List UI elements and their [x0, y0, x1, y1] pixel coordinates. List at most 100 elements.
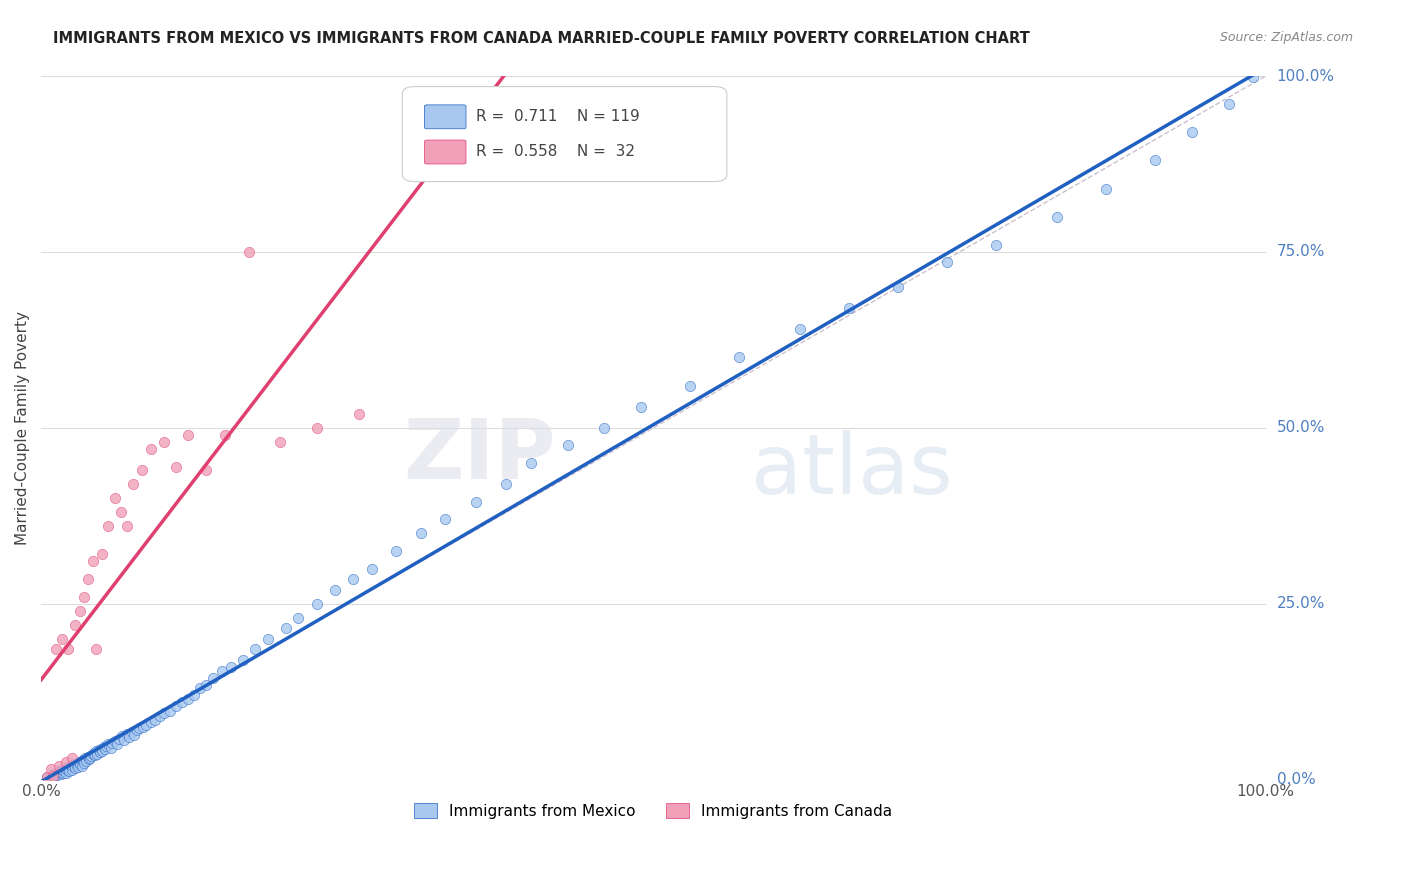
Point	[464, 494, 486, 508]
Point	[65, 758, 87, 772]
Point	[55, 755, 77, 769]
Point	[256, 632, 278, 646]
Point	[37, 771, 59, 785]
Point	[55, 761, 77, 775]
Point	[360, 561, 382, 575]
Point	[42, 767, 65, 781]
Point	[73, 756, 96, 770]
Point	[149, 709, 172, 723]
Point	[232, 653, 254, 667]
Point	[37, 771, 59, 785]
Point	[409, 526, 432, 541]
Point	[45, 768, 67, 782]
Point	[201, 671, 224, 685]
Point	[1241, 70, 1264, 85]
Point	[143, 713, 166, 727]
Point	[385, 544, 408, 558]
Point	[887, 280, 910, 294]
Point	[80, 749, 103, 764]
Point	[83, 746, 105, 760]
Point	[122, 477, 145, 491]
Point	[53, 764, 76, 779]
Point	[159, 704, 181, 718]
Point	[48, 764, 70, 779]
Point	[93, 740, 115, 755]
Point	[188, 681, 211, 695]
Point	[112, 733, 135, 747]
Point	[557, 438, 579, 452]
Point	[89, 745, 111, 759]
Point	[305, 597, 328, 611]
Point	[58, 764, 80, 779]
Point	[76, 750, 98, 764]
Point	[214, 427, 236, 442]
Text: 50.0%: 50.0%	[1277, 420, 1324, 435]
Point	[1181, 125, 1204, 139]
Text: ZIP: ZIP	[404, 416, 555, 497]
Point	[125, 723, 148, 738]
Point	[90, 741, 112, 756]
Point	[66, 760, 89, 774]
Point	[52, 763, 75, 777]
Point	[86, 747, 108, 761]
Point	[195, 463, 218, 477]
Point	[48, 765, 70, 780]
Point	[170, 695, 193, 709]
Point	[76, 572, 98, 586]
Point	[60, 760, 83, 774]
Point	[115, 519, 138, 533]
Point	[183, 688, 205, 702]
Point	[103, 734, 125, 748]
Point	[87, 743, 110, 757]
Point	[287, 611, 309, 625]
Point	[122, 728, 145, 742]
Point	[593, 421, 616, 435]
Point	[51, 632, 73, 646]
Point	[56, 642, 79, 657]
Point	[67, 755, 90, 769]
Point	[141, 442, 163, 456]
Point	[65, 617, 87, 632]
Point	[118, 731, 141, 745]
Point	[349, 407, 371, 421]
Point	[79, 748, 101, 763]
Point	[56, 762, 79, 776]
Point	[72, 753, 94, 767]
Text: R =  0.558    N =  32: R = 0.558 N = 32	[475, 144, 636, 159]
Text: Source: ZipAtlas.com: Source: ZipAtlas.com	[1219, 31, 1353, 45]
Point	[434, 512, 457, 526]
Point	[75, 751, 97, 765]
Point	[111, 729, 134, 743]
Point	[59, 758, 82, 772]
Point	[65, 757, 87, 772]
Text: atlas: atlas	[751, 430, 953, 510]
Point	[45, 642, 67, 657]
Y-axis label: Married-Couple Family Poverty: Married-Couple Family Poverty	[15, 310, 30, 545]
Point	[838, 301, 860, 316]
Point	[108, 731, 131, 746]
Legend: Immigrants from Mexico, Immigrants from Canada: Immigrants from Mexico, Immigrants from …	[408, 797, 898, 825]
Point	[128, 721, 150, 735]
Point	[56, 764, 79, 778]
Point	[97, 519, 120, 533]
Point	[79, 751, 101, 765]
Point	[62, 759, 84, 773]
Point	[73, 590, 96, 604]
Point	[165, 698, 187, 713]
Point	[49, 767, 72, 781]
Point	[195, 678, 218, 692]
Point	[91, 548, 114, 562]
Point	[520, 456, 543, 470]
Point	[936, 255, 959, 269]
Point	[55, 762, 77, 776]
Point	[789, 322, 811, 336]
Point	[1218, 97, 1240, 112]
Point	[51, 764, 73, 778]
FancyBboxPatch shape	[402, 87, 727, 182]
Point	[245, 642, 267, 657]
Point	[66, 756, 89, 771]
Point	[132, 720, 155, 734]
Point	[103, 491, 125, 505]
Point	[69, 604, 91, 618]
Point	[97, 738, 120, 752]
